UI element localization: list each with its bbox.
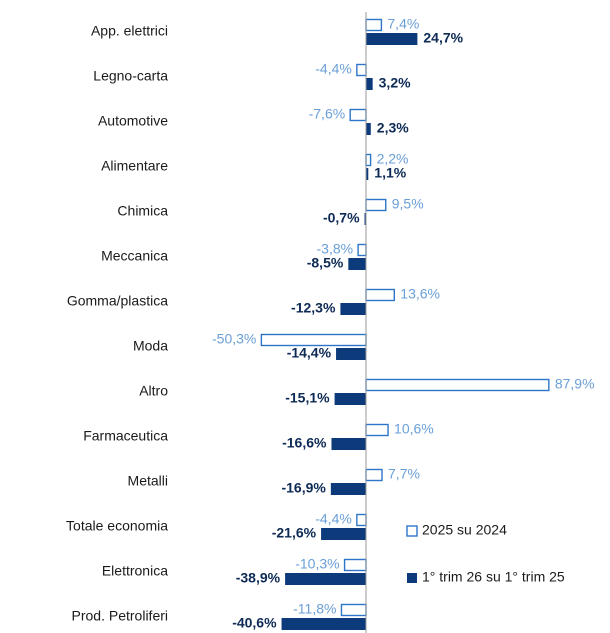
bar [365,423,389,437]
category-label: Prod. Petroliferi [72,608,168,624]
category-label: Altro [139,383,168,399]
value-label: -11,8% [293,601,336,617]
bar [365,18,383,32]
value-label: -12,3% [291,300,336,316]
value-label: -16,9% [281,480,326,496]
bar [356,513,367,527]
category-label: Farmaceutica [83,428,168,444]
bar [357,243,367,257]
bar [330,483,366,495]
legend-label: 2025 su 2024 [422,522,507,538]
value-label: 7,4% [387,16,419,32]
bar [321,528,366,540]
category-label: Metalli [128,473,168,489]
value-label: -15,1% [285,390,330,406]
value-label: 13,6% [400,286,440,302]
value-label: 2,2% [377,151,409,167]
category-label: App. elettrici [91,23,168,39]
bar [365,378,550,392]
value-label: 2,3% [377,120,409,136]
bar [281,618,366,630]
value-label: -21,6% [272,525,317,541]
bar [340,303,366,315]
value-label: -8,5% [307,255,344,271]
bar [365,153,372,167]
value-label: -50,3% [212,331,256,347]
value-label: -38,9% [236,570,281,586]
category-label: Gomma/plastica [67,293,168,309]
bar [349,108,367,122]
bar [336,348,366,360]
value-label: 10,6% [394,421,434,437]
bar [356,63,367,77]
bar [366,33,418,45]
bar [331,438,366,450]
bar [366,123,371,135]
bar [343,558,367,572]
bar [365,198,387,212]
bar [285,573,366,585]
value-label: -3,8% [317,241,354,257]
category-label: Totale economia [66,518,168,534]
bar [366,168,369,180]
category-label: Legno-carta [93,68,168,84]
bar [364,213,366,225]
bar [348,258,366,270]
category-label: Elettronica [102,563,168,579]
value-label: 7,7% [388,466,420,482]
value-label: -7,6% [309,106,346,122]
bar [365,468,383,482]
category-label: Moda [133,338,168,354]
category-label: Alimentare [101,158,168,174]
value-label: -0,7% [323,210,360,226]
value-label: -14,4% [287,345,332,361]
category-label: Chimica [117,203,168,219]
value-label: -4,4% [315,511,352,527]
bar [334,393,366,405]
bar [365,288,395,302]
value-label: 87,9% [555,376,595,392]
legend-label: 1° trim 26 su 1° trim 25 [422,569,565,585]
bar [366,78,373,90]
value-label: -10,3% [295,556,339,572]
legend-swatch [407,573,417,583]
value-label: 1,1% [374,165,406,181]
value-label: 9,5% [392,196,424,212]
value-label: -40,6% [232,615,277,631]
value-label: -16,6% [282,435,327,451]
category-label: Automotive [98,113,168,129]
value-label: 3,2% [379,75,411,91]
category-label: Meccanica [101,248,168,264]
value-label: -4,4% [315,61,352,77]
value-label: 24,7% [423,30,463,46]
bar [340,603,367,617]
legend-swatch [406,525,418,537]
